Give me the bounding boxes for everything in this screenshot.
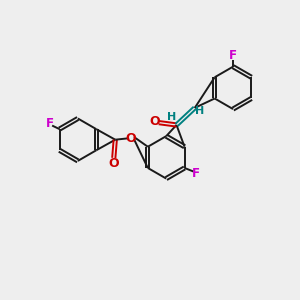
Text: F: F <box>229 49 237 62</box>
Text: O: O <box>126 132 136 145</box>
Text: F: F <box>46 117 54 130</box>
Text: O: O <box>149 115 160 128</box>
Text: H: H <box>167 112 176 122</box>
Text: F: F <box>192 167 200 180</box>
Text: O: O <box>109 157 119 170</box>
Text: H: H <box>195 106 205 116</box>
